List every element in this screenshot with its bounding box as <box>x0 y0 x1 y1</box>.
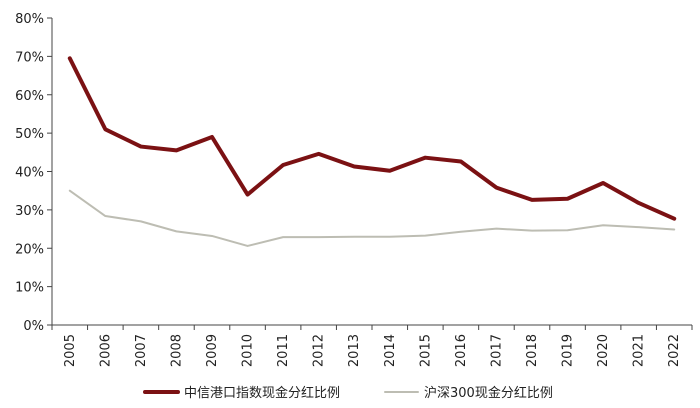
x-axis: 2005 2006 2007 2008 2009 2010 2011 2012 2013 2014… <box>51 324 693 367</box>
x-tick-label: 2014 <box>383 334 398 367</box>
y-tick-label: 60% <box>15 89 44 104</box>
y-tick-label: 20% <box>15 242 44 257</box>
y-axis: 0% 10% 20% 30% 40% 50% 60% 70% 80% <box>15 12 53 334</box>
y-tick-label: 10% <box>15 281 44 296</box>
x-tick-label: 2010 <box>241 334 256 367</box>
x-tick-label: 2012 <box>312 334 327 367</box>
x-tick-label: 2019 <box>561 334 576 367</box>
legend-label-series-1: 沪深300现金分红比例 <box>424 385 553 401</box>
y-tick-label: 70% <box>15 50 44 65</box>
x-tick-label: 2009 <box>205 334 220 367</box>
y-tick-label: 80% <box>15 12 44 27</box>
x-tick-label: 2021 <box>632 334 647 367</box>
x-tick-label: 2005 <box>63 334 78 367</box>
legend: 中信港口指数现金分红比例 沪深300现金分红比例 <box>143 385 553 401</box>
series-line-0 <box>67 56 677 221</box>
x-tick-label: 2013 <box>347 334 362 367</box>
y-tick-label: 30% <box>15 204 44 219</box>
x-tick-label: 2011 <box>276 334 291 367</box>
legend-label-series-0: 中信港口指数现金分红比例 <box>184 385 340 401</box>
y-tick-label: 40% <box>15 166 44 181</box>
x-tick-label: 2020 <box>596 334 611 367</box>
x-tick-label: 2006 <box>98 334 113 367</box>
x-tick-label: 2017 <box>489 334 504 367</box>
y-tick-label: 0% <box>23 319 44 334</box>
x-tick-label: 2007 <box>134 334 149 367</box>
x-tick-label: 2018 <box>525 334 540 367</box>
x-tick-label: 2022 <box>667 334 682 367</box>
x-tick-label: 2016 <box>454 334 469 367</box>
series-line-1 <box>68 189 676 247</box>
y-tick-label: 50% <box>15 127 44 142</box>
x-tick-label: 2008 <box>169 334 184 367</box>
x-tick-label: 2015 <box>418 334 433 367</box>
series-layer <box>67 56 677 247</box>
